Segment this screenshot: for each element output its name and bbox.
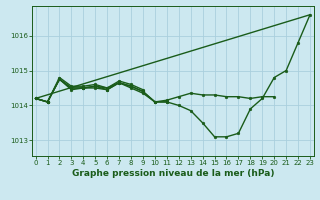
X-axis label: Graphe pression niveau de la mer (hPa): Graphe pression niveau de la mer (hPa) xyxy=(72,169,274,178)
